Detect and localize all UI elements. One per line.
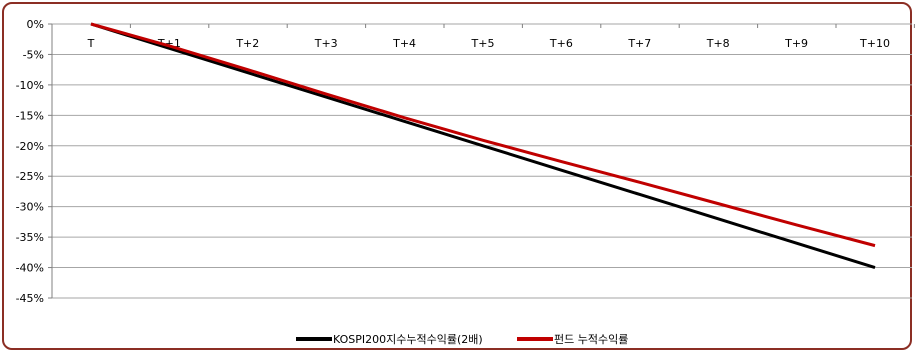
legend-label: 펀드 누적수익률 [554,333,628,346]
y-tick-label: -45% [16,292,44,305]
x-tick-label: T+9 [784,37,808,50]
x-tick-label: T+2 [235,37,259,50]
x-tick-label: T [87,37,95,50]
x-tick-label: T+8 [706,37,730,50]
y-tick-label: 0% [27,18,44,31]
series-line-2 [90,22,876,248]
x-tick-label: T+5 [471,37,495,50]
y-tick-label: -10% [16,79,44,92]
x-tick-label: T+4 [392,37,416,50]
x-tick-label: T+10 [859,37,890,50]
legend-label: KOSPI200지수누적수익률(2배) [333,333,483,346]
x-tick-label: T+7 [627,37,651,50]
legend-item: KOSPI200지수누적수익률(2배) [296,333,483,346]
y-tick-label: -20% [16,140,44,153]
y-tick-label: -35% [16,231,44,244]
series-line-1 [90,22,876,269]
y-tick-label: -25% [16,170,44,183]
legend-item: 펀드 누적수익률 [517,333,628,346]
x-tick-label: T+3 [314,37,338,50]
y-tick-label: -30% [16,201,44,214]
x-tick-label: T+6 [549,37,573,50]
y-tick-label: -40% [16,262,44,275]
y-tick-label: -15% [16,109,44,122]
y-tick-label: -5% [23,48,44,61]
